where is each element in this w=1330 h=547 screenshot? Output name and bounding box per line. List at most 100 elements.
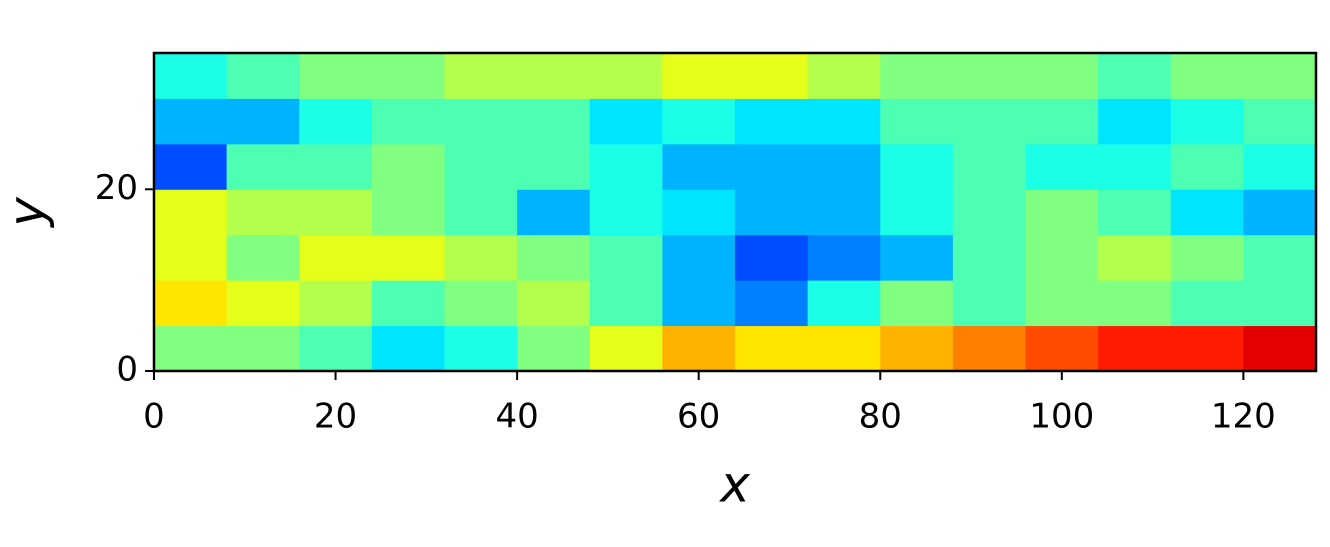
x-tick-label: 100 — [1029, 397, 1094, 437]
heatmap-cell — [299, 234, 373, 281]
heatmap-cell — [662, 189, 736, 236]
heatmap-cell — [1098, 234, 1172, 281]
heatmap-cell — [299, 280, 373, 327]
heatmap-cell — [952, 143, 1026, 190]
heatmap-cell — [517, 98, 591, 145]
heatmap-cell — [1243, 143, 1317, 190]
heatmap-cell — [226, 98, 300, 145]
heatmap-cell — [952, 98, 1026, 145]
heatmap-cell — [880, 280, 954, 327]
heatmap-cell — [662, 53, 736, 99]
heatmap-cell — [735, 325, 809, 372]
heatmap-cell — [807, 53, 881, 99]
heatmap-cell — [1170, 234, 1244, 281]
heatmap-cell — [1098, 325, 1172, 372]
heatmap-cell — [880, 189, 954, 236]
heatmap-cell — [880, 98, 954, 145]
heatmap-cell — [807, 234, 881, 281]
heatmap-cell — [807, 325, 881, 372]
heatmap-cell — [299, 53, 373, 99]
heatmap-cell — [1025, 98, 1099, 145]
heatmap-cell — [444, 234, 518, 281]
heatmap-cell — [1098, 143, 1172, 190]
heatmap-cell — [444, 143, 518, 190]
heatmap-cell — [589, 325, 663, 372]
heatmap-cell — [952, 189, 1026, 236]
heatmap-cell — [154, 189, 228, 236]
heatmap-cell — [154, 234, 228, 281]
heatmap-cell — [880, 143, 954, 190]
heatmap-cell — [371, 143, 445, 190]
heatmap-cell — [371, 53, 445, 99]
heatmap-cell — [371, 189, 445, 236]
heatmap-cell — [952, 234, 1026, 281]
x-tick-label: 20 — [314, 397, 357, 437]
heatmap-cell — [517, 234, 591, 281]
heatmap-cell — [371, 325, 445, 372]
heatmap-cell — [1170, 143, 1244, 190]
heatmap-cell — [1243, 280, 1317, 327]
heatmap-cell — [1025, 189, 1099, 236]
x-tick-label: 0 — [143, 397, 165, 437]
heatmap-cell — [154, 143, 228, 190]
heatmap-cell — [735, 280, 809, 327]
x-tick-label: 80 — [859, 397, 902, 437]
heatmap-cell — [154, 325, 228, 372]
heatmap-cell — [735, 98, 809, 145]
heatmap-cell — [1025, 53, 1099, 99]
heatmap-cell — [1243, 98, 1317, 145]
heatmap-cell — [1243, 189, 1317, 236]
heatmap-cell — [226, 53, 300, 99]
heatmap-cell — [1170, 98, 1244, 145]
heatmap-cell — [807, 143, 881, 190]
heatmap-cell — [1243, 325, 1317, 372]
heatmap-cell — [226, 234, 300, 281]
x-tick-label: 60 — [677, 397, 720, 437]
heatmap-cell — [589, 234, 663, 281]
y-tick-label: 20 — [95, 168, 138, 208]
heatmap-cell — [226, 143, 300, 190]
heatmap-cell — [662, 325, 736, 372]
heatmap-cell — [444, 280, 518, 327]
heatmap-cell — [880, 234, 954, 281]
heatmap-cell — [444, 98, 518, 145]
heatmap-cell — [589, 143, 663, 190]
x-axis-label: x — [718, 456, 750, 514]
heatmap-cell — [444, 325, 518, 372]
heatmap-cell — [952, 53, 1026, 99]
heatmap-cell — [1025, 234, 1099, 281]
heatmap-cell — [517, 280, 591, 327]
heatmap-cell — [735, 143, 809, 190]
heatmap-cell — [154, 98, 228, 145]
heatmap-cell — [517, 189, 591, 236]
heatmap-cell — [589, 189, 663, 236]
heatmap-cell — [589, 98, 663, 145]
x-tick-label: 40 — [495, 397, 538, 437]
heatmap-cell — [1170, 280, 1244, 327]
heatmap-cell — [371, 280, 445, 327]
heatmap-cell — [807, 189, 881, 236]
heatmap-cell — [880, 53, 954, 99]
heatmap-cell — [952, 280, 1026, 327]
heatmap-cell — [226, 189, 300, 236]
heatmap-cell — [1170, 53, 1244, 99]
heatmap-cell — [662, 143, 736, 190]
heatmap-cell — [371, 98, 445, 145]
heatmap-cell — [589, 280, 663, 327]
heatmap-cell — [1170, 325, 1244, 372]
heatmap-cell — [880, 325, 954, 372]
heatmap-cell — [226, 325, 300, 372]
y-axis-label: y — [0, 196, 56, 229]
heatmap-cell — [517, 143, 591, 190]
heatmap-cell — [662, 234, 736, 281]
heatmap-cell — [1025, 325, 1099, 372]
heatmap-cell — [1098, 280, 1172, 327]
heatmap-cell — [154, 280, 228, 327]
heatmap-cell — [226, 280, 300, 327]
heatmap-cell — [662, 280, 736, 327]
heatmap-cell — [1098, 53, 1172, 99]
heatmap — [154, 53, 1317, 372]
heatmap-cell — [154, 53, 228, 99]
heatmap-cell — [735, 234, 809, 281]
